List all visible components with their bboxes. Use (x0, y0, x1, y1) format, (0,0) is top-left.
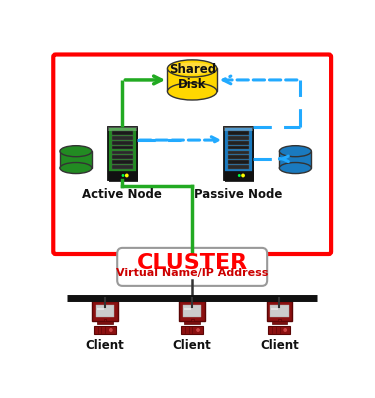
FancyBboxPatch shape (108, 171, 137, 180)
FancyBboxPatch shape (97, 321, 113, 324)
Ellipse shape (60, 162, 92, 174)
FancyBboxPatch shape (228, 136, 249, 140)
FancyBboxPatch shape (96, 304, 114, 317)
Circle shape (110, 329, 112, 331)
Circle shape (284, 329, 286, 331)
FancyBboxPatch shape (97, 308, 104, 310)
Text: Client: Client (173, 339, 211, 352)
Text: CLUSTER: CLUSTER (136, 254, 248, 273)
Text: Client: Client (260, 339, 299, 352)
Ellipse shape (279, 146, 311, 157)
FancyBboxPatch shape (228, 165, 249, 169)
FancyBboxPatch shape (181, 326, 203, 334)
FancyBboxPatch shape (271, 308, 278, 310)
Text: Shared
Disk: Shared Disk (169, 64, 216, 92)
Ellipse shape (279, 162, 311, 174)
Bar (60, 151, 92, 168)
FancyBboxPatch shape (228, 146, 249, 149)
FancyBboxPatch shape (108, 127, 137, 180)
FancyBboxPatch shape (228, 156, 249, 159)
FancyBboxPatch shape (224, 127, 253, 131)
FancyBboxPatch shape (108, 127, 137, 131)
Ellipse shape (168, 83, 217, 100)
FancyBboxPatch shape (270, 304, 289, 317)
Text: Virtual Name/IP Address: Virtual Name/IP Address (116, 268, 268, 278)
FancyBboxPatch shape (224, 127, 253, 180)
FancyBboxPatch shape (112, 141, 133, 144)
Ellipse shape (168, 60, 217, 77)
Bar (168, 68, 217, 92)
FancyBboxPatch shape (112, 136, 133, 140)
FancyBboxPatch shape (228, 141, 249, 144)
FancyBboxPatch shape (104, 319, 106, 322)
Circle shape (242, 174, 244, 177)
FancyBboxPatch shape (267, 301, 292, 320)
FancyBboxPatch shape (112, 156, 133, 159)
FancyBboxPatch shape (112, 146, 133, 149)
FancyBboxPatch shape (112, 160, 133, 164)
FancyBboxPatch shape (272, 321, 287, 324)
FancyBboxPatch shape (117, 248, 267, 286)
FancyBboxPatch shape (179, 301, 205, 320)
FancyBboxPatch shape (184, 308, 191, 310)
FancyBboxPatch shape (183, 304, 201, 317)
FancyBboxPatch shape (228, 131, 249, 135)
Circle shape (126, 174, 128, 177)
FancyBboxPatch shape (228, 151, 249, 154)
Ellipse shape (282, 147, 309, 155)
FancyBboxPatch shape (184, 321, 200, 324)
Text: Client: Client (86, 339, 124, 352)
Ellipse shape (60, 146, 92, 157)
Text: Active Node: Active Node (82, 188, 162, 201)
FancyBboxPatch shape (112, 151, 133, 154)
FancyBboxPatch shape (109, 128, 138, 182)
FancyBboxPatch shape (224, 171, 253, 180)
FancyBboxPatch shape (191, 319, 194, 322)
Bar (279, 151, 311, 168)
FancyBboxPatch shape (225, 128, 254, 182)
FancyBboxPatch shape (278, 319, 281, 322)
FancyBboxPatch shape (112, 131, 133, 135)
Ellipse shape (171, 62, 213, 74)
Circle shape (122, 175, 124, 176)
Ellipse shape (62, 147, 90, 155)
FancyBboxPatch shape (112, 165, 133, 169)
Circle shape (238, 175, 240, 176)
FancyBboxPatch shape (268, 326, 290, 334)
Text: Passive Node: Passive Node (195, 188, 283, 201)
FancyBboxPatch shape (94, 326, 116, 334)
FancyBboxPatch shape (92, 301, 118, 320)
FancyBboxPatch shape (228, 160, 249, 164)
Circle shape (197, 329, 199, 331)
